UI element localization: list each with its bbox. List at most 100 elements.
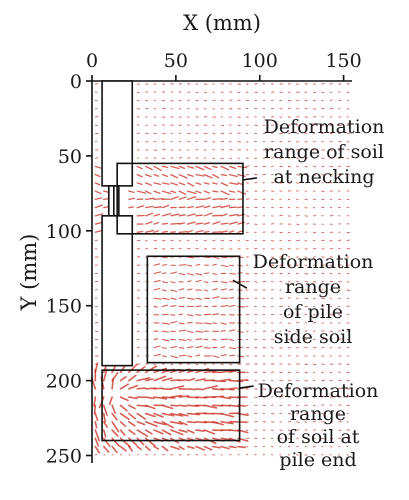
displacement-vector <box>94 165 103 169</box>
displacement-vector <box>161 213 172 217</box>
displacement-vector <box>161 289 167 292</box>
displacement-vector <box>195 165 205 171</box>
displacement-vector <box>94 204 103 209</box>
displacement-vector <box>170 385 185 390</box>
displacement-vector <box>195 190 202 194</box>
displacement-vector <box>178 322 185 325</box>
displacement-vector <box>220 222 229 225</box>
displacement-vector <box>136 412 147 420</box>
displacement-vector <box>228 297 235 299</box>
y-tick-label: 0 <box>70 71 82 93</box>
x-tick-label: 0 <box>86 50 98 72</box>
displacement-vector <box>136 230 144 233</box>
displacement-vector <box>128 190 135 193</box>
displacement-vector <box>94 182 101 186</box>
annotation-line: of soil at <box>277 426 360 448</box>
displacement-vector <box>220 288 228 291</box>
displacement-vector <box>153 338 159 340</box>
displacement-vector <box>170 346 178 349</box>
displacement-vector <box>212 338 217 341</box>
displacement-vector <box>136 429 149 437</box>
displacement-vector <box>161 204 170 209</box>
displacement-vector <box>144 404 156 410</box>
displacement-vector <box>136 165 143 170</box>
displacement-vector <box>178 329 187 332</box>
displacement-vector <box>145 190 152 195</box>
displacement-vector <box>237 182 243 186</box>
displacement-vector <box>161 297 170 301</box>
displacement-vector <box>212 221 221 225</box>
displacement-vector <box>228 354 236 357</box>
displacement-vector <box>228 213 239 217</box>
displacement-vector <box>145 221 153 225</box>
displacement-vector <box>153 230 160 233</box>
displacement-vector <box>111 421 120 433</box>
displacement-vector <box>119 383 129 390</box>
displacement-vector <box>94 445 101 454</box>
displacement-vector <box>119 396 129 402</box>
displacement-vector <box>186 421 197 424</box>
displacement-vector <box>187 338 192 341</box>
displacement-vector <box>178 379 188 382</box>
displacement-vector <box>161 173 169 177</box>
displacement-vector <box>346 289 351 291</box>
x-axis-title: X (mm) <box>183 11 261 35</box>
displacement-vector <box>195 388 205 391</box>
displacement-vector <box>186 165 195 169</box>
displacement-vector <box>94 197 103 200</box>
displacement-vector <box>153 387 163 390</box>
displacement-vector <box>178 182 186 186</box>
displacement-vector <box>321 396 325 398</box>
displacement-vector <box>220 396 232 400</box>
displacement-vector <box>162 116 166 118</box>
displacement-vector <box>136 173 143 178</box>
displacement-vector <box>170 379 180 382</box>
displacement-vector <box>220 281 228 284</box>
displacement-vector <box>203 272 210 275</box>
displacement-vector <box>144 445 151 452</box>
displacement-vector <box>161 338 170 342</box>
displacement-vector <box>136 377 151 382</box>
annotation-pointer <box>232 279 248 289</box>
displacement-vector <box>203 322 212 325</box>
displacement-vector <box>161 264 168 266</box>
displacement-vector <box>128 404 136 410</box>
displacement-vector <box>94 437 100 447</box>
displacement-vector <box>161 412 175 417</box>
displacement-vector <box>228 190 236 193</box>
displacement-vector <box>161 347 167 349</box>
displacement-vector <box>220 213 228 217</box>
displacement-vector <box>212 355 220 359</box>
displacement-vector <box>170 404 179 407</box>
displacement-vector <box>203 197 212 200</box>
displacement-vector <box>153 375 167 382</box>
deformation-regions <box>101 162 244 442</box>
displacement-vector <box>93 396 97 407</box>
displacement-vector <box>111 437 121 447</box>
displacement-vector <box>186 445 195 449</box>
displacement-vector <box>145 182 152 186</box>
displacement-vector <box>262 388 267 390</box>
displacement-vector <box>145 173 152 178</box>
displacement-vector <box>271 231 275 233</box>
displacement-vector <box>186 412 201 416</box>
displacement-vector <box>136 445 142 451</box>
displacement-vector <box>245 273 250 275</box>
displacement-vector <box>153 221 160 225</box>
displacement-vector <box>144 429 153 435</box>
displacement-vector <box>228 347 237 350</box>
displacement-vector <box>187 256 195 259</box>
displacement-vector <box>220 378 232 382</box>
x-tick-label: 100 <box>242 50 278 72</box>
displacement-vector <box>170 421 183 425</box>
annotation-necking: Deformation range of soil at necking <box>242 116 384 188</box>
displacement-vector <box>212 272 218 276</box>
displacement-vector <box>119 376 127 382</box>
displacement-vector <box>128 421 136 427</box>
displacement-vector <box>220 182 229 187</box>
displacement-vector <box>212 296 220 299</box>
displacement-vector <box>228 182 239 185</box>
displacement-vector <box>153 445 160 450</box>
displacement-vector <box>145 197 155 200</box>
